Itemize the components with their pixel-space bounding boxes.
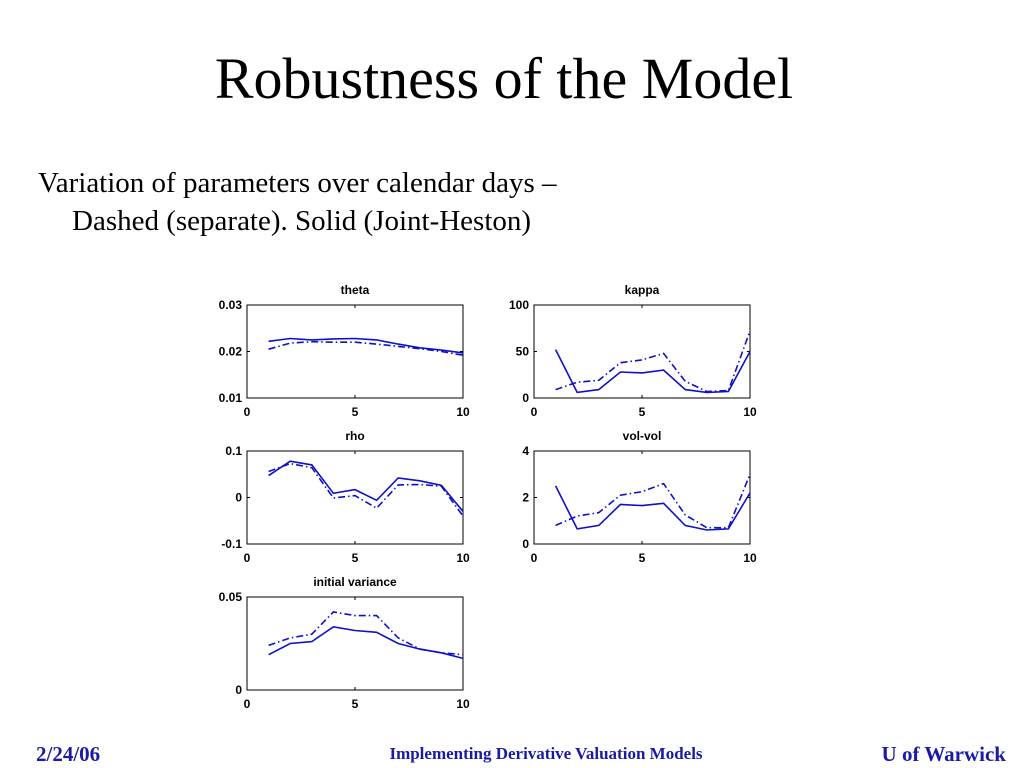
plot-frame [246,450,464,545]
y-tick-label: 0 [235,491,242,505]
series-dashdot [268,462,464,517]
series-dashdot [555,474,751,529]
x-tick-label: 10 [456,405,470,419]
y-tick-label: 2 [522,491,529,505]
plot-frame [533,450,751,545]
y-tick-label: 0 [235,683,242,697]
x-tick-label: 0 [244,697,251,711]
x-tick-label: 5 [352,551,359,565]
x-tick-label: 0 [244,405,251,419]
x-tick-label: 0 [244,551,251,565]
chart-vol-vol: vol-vol 0 5 10 0 2 4 [522,429,757,565]
x-tick-label: 5 [639,405,646,419]
footer-institution: U of Warwick [881,742,1006,766]
chart-title: initial variance [313,575,397,589]
x-tick-label: 5 [639,551,646,565]
plot-frame [246,596,464,691]
chart-title: vol-vol [623,429,662,443]
y-tick-label: 4 [522,444,529,458]
series-solid [268,625,464,660]
plot-frame [246,304,464,399]
footer-date: 2/24/06 [36,742,101,766]
x-tick-label: 10 [456,697,470,711]
chart-theta: theta 0 5 10 0.01 0.02 0.03 [219,283,470,419]
y-tick-label: 0.01 [219,391,243,405]
footer-title: Implementing Derivative Valuation Models [389,744,703,763]
chart-initial-variance: initial variance 0 5 10 0 0.05 [219,575,470,711]
y-tick-label: 0 [522,537,529,551]
chart-title: kappa [625,283,660,297]
chart-title: theta [341,283,370,297]
chart-title: rho [345,429,364,443]
x-tick-label: 0 [531,551,538,565]
series-dashdot [268,340,464,356]
y-tick-label: -0.1 [221,537,242,551]
slide-title: Robustness of the Model [214,46,794,111]
y-tick-label: 0 [522,391,529,405]
y-tick-label: 0.03 [219,298,243,312]
y-tick-label: 100 [509,298,529,312]
body-line-2: Dashed (separate). Solid (Joint-Heston) [72,205,532,237]
x-tick-label: 5 [352,697,359,711]
x-tick-label: 0 [531,405,538,419]
x-tick-label: 5 [352,405,359,419]
x-tick-label: 10 [743,405,757,419]
series-solid [268,337,464,354]
series-dashdot [555,330,751,393]
x-tick-label: 10 [456,551,470,565]
y-tick-label: 0.02 [219,345,243,359]
y-tick-label: 0.1 [225,444,242,458]
y-tick-label: 0.05 [219,590,243,604]
series-dashdot [268,611,464,656]
series-solid [268,460,464,512]
x-tick-label: 10 [743,551,757,565]
plot-frame [533,304,751,399]
slide-body: Variation of parameters over calendar da… [38,164,738,240]
y-tick-label: 50 [516,345,530,359]
series-solid [554,349,751,394]
body-line-1: Variation of parameters over calendar da… [38,167,557,199]
series-solid [554,485,751,531]
